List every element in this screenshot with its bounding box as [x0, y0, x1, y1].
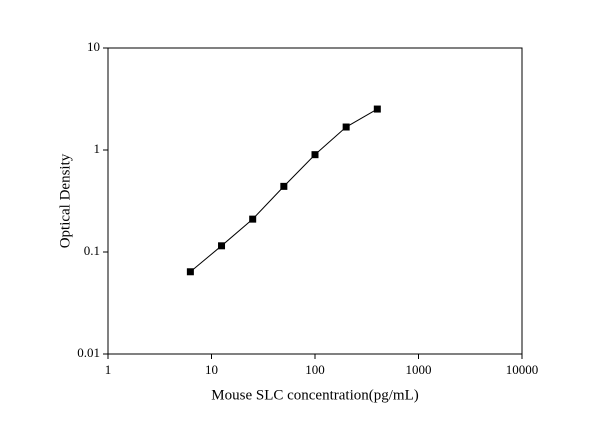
x-axis-label: Mouse SLC concentration(pg/mL) — [211, 387, 418, 403]
x-tick-label: 1000 — [406, 362, 432, 377]
x-tick-label: 10 — [205, 362, 218, 377]
x-tick-label: 10000 — [506, 362, 539, 377]
plot-frame — [107, 47, 523, 355]
x-tick-label: 100 — [305, 362, 325, 377]
data-point — [311, 151, 319, 159]
data-point — [280, 182, 288, 190]
y-tick-label: 0.01 — [77, 345, 100, 360]
data-point — [218, 242, 226, 250]
data-point — [342, 123, 350, 131]
data-point — [186, 268, 194, 276]
x-tick-label: 1 — [105, 362, 112, 377]
y-axis-label: Optical Density — [57, 153, 73, 248]
y-tick-label: 0.1 — [84, 243, 100, 258]
y-tick-label: 10 — [87, 39, 100, 54]
y-tick-label: 1 — [94, 141, 101, 156]
data-point — [373, 105, 381, 113]
data-point — [249, 215, 257, 223]
